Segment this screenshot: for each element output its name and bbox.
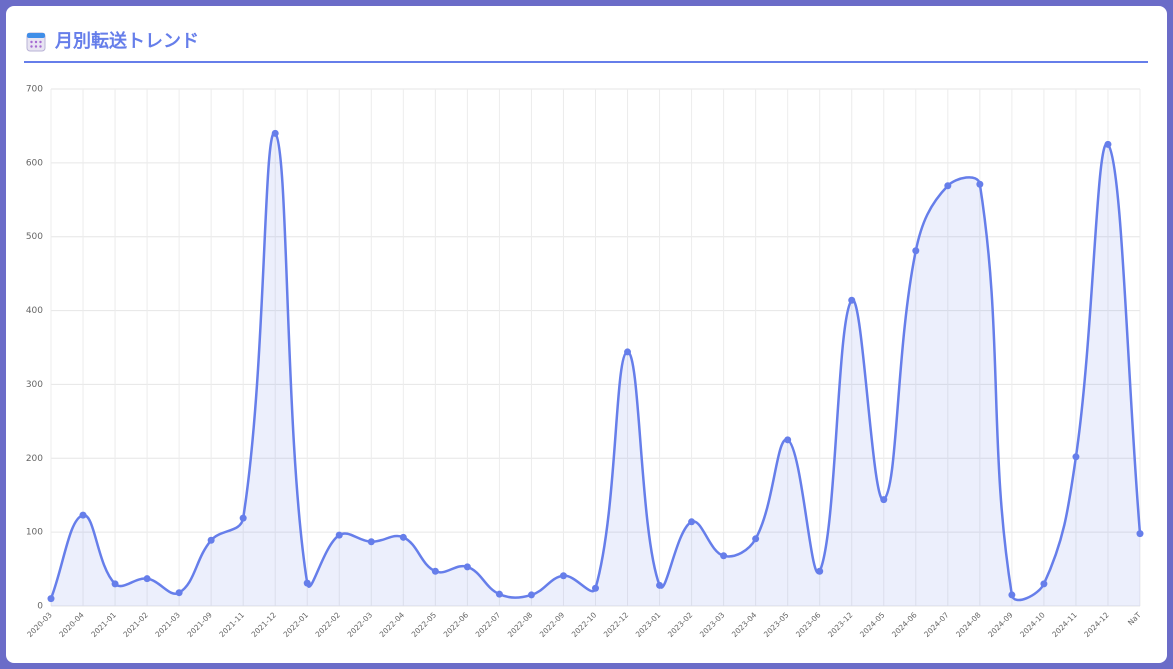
point xyxy=(720,552,728,560)
point xyxy=(592,584,599,592)
x-tick-label: 2023-06 xyxy=(794,610,823,639)
x-tick-label: 2024-09 xyxy=(986,610,1015,639)
point xyxy=(624,348,632,356)
x-tick-label: 2024-12 xyxy=(1082,610,1111,639)
point xyxy=(848,296,856,304)
x-tick-label: 2022-06 xyxy=(442,610,471,639)
y-tick-label: 100 xyxy=(26,528,43,538)
calendar-icon xyxy=(26,32,46,52)
x-tick-label: 2022-10 xyxy=(570,610,599,639)
x-tick-label: 2021-11 xyxy=(217,610,246,639)
x-tick-label: 2023-03 xyxy=(698,610,727,639)
x-tick-label: NaT xyxy=(1126,610,1143,627)
card: 月別転送トレンド 0 100 200 300 400 500 600 700 2020-03 20… xyxy=(6,6,1167,663)
point xyxy=(880,496,888,504)
point xyxy=(1136,530,1144,538)
x-tick-label: 2020-04 xyxy=(57,610,86,639)
x-tick-label: 2021-12 xyxy=(250,610,279,639)
point xyxy=(1008,591,1016,599)
line xyxy=(49,132,1142,602)
point xyxy=(207,536,215,544)
x-tick-label: 2024-05 xyxy=(858,610,887,639)
point xyxy=(367,538,375,546)
x-tick-label: 2024-10 xyxy=(1018,610,1047,639)
point xyxy=(111,580,119,588)
y-tick-label: 200 xyxy=(26,454,43,464)
y-tick-label: 0 xyxy=(37,602,43,612)
x-tick-label: 2023-04 xyxy=(730,610,759,639)
point xyxy=(559,572,567,580)
x-tick-label: 2024-08 xyxy=(954,610,983,639)
y-tick-label: 500 xyxy=(26,232,43,242)
point xyxy=(1040,580,1048,588)
x-tick-label: 2023-02 xyxy=(666,610,695,639)
area xyxy=(51,132,1140,606)
y-tick-label: 300 xyxy=(26,380,43,390)
x-tick-label: 2022-12 xyxy=(602,610,631,639)
x-tick-label: 2022-09 xyxy=(538,610,567,639)
point xyxy=(431,567,439,575)
x-tick-label: 2022-05 xyxy=(410,610,439,639)
x-tick-label: 2023-05 xyxy=(762,610,791,639)
point xyxy=(239,514,247,522)
chart-title: 月別転送トレンド xyxy=(54,30,199,52)
point xyxy=(752,535,760,543)
x-tick-label: 2023-01 xyxy=(634,610,663,639)
point xyxy=(1104,140,1112,148)
point xyxy=(976,180,984,188)
x-tick-label: 2023-12 xyxy=(826,610,855,639)
x-tick-label: 2021-02 xyxy=(121,610,150,639)
point xyxy=(271,129,279,137)
y-tick-label: 400 xyxy=(26,306,43,316)
x-tick-label: 2024-06 xyxy=(890,610,919,639)
x-tick-label: 2021-09 xyxy=(185,610,214,639)
point xyxy=(688,518,696,526)
point xyxy=(143,575,151,583)
x-tick-label: 2022-01 xyxy=(282,610,311,639)
point xyxy=(335,531,343,539)
point xyxy=(175,589,183,597)
point xyxy=(47,595,55,603)
point xyxy=(1072,453,1080,461)
x-tick-label: 2020-03 xyxy=(25,610,54,639)
x-tick-label: 2022-04 xyxy=(378,610,407,639)
x-tick-label: 2021-01 xyxy=(89,610,118,639)
y-tick-label: 700 xyxy=(26,85,43,95)
point xyxy=(79,511,87,519)
x-tick-label: 2022-02 xyxy=(314,610,343,639)
x-tick-label: 2024-11 xyxy=(1050,610,1079,639)
point xyxy=(656,581,664,589)
point xyxy=(816,567,824,575)
point xyxy=(495,590,503,598)
y-tick-label: 600 xyxy=(26,158,43,168)
x-tick-label: 2022-07 xyxy=(474,610,503,639)
point xyxy=(463,563,471,571)
point xyxy=(944,182,952,190)
x-tick-label: 2022-03 xyxy=(346,610,375,639)
point xyxy=(527,591,535,599)
point xyxy=(912,247,920,255)
point xyxy=(399,533,407,541)
x-tick-label: 2021-03 xyxy=(153,610,182,639)
x-tick-label: 2024-07 xyxy=(922,610,951,639)
point xyxy=(784,436,792,444)
point xyxy=(303,579,311,587)
x-tick-label: 2022-08 xyxy=(506,610,535,639)
